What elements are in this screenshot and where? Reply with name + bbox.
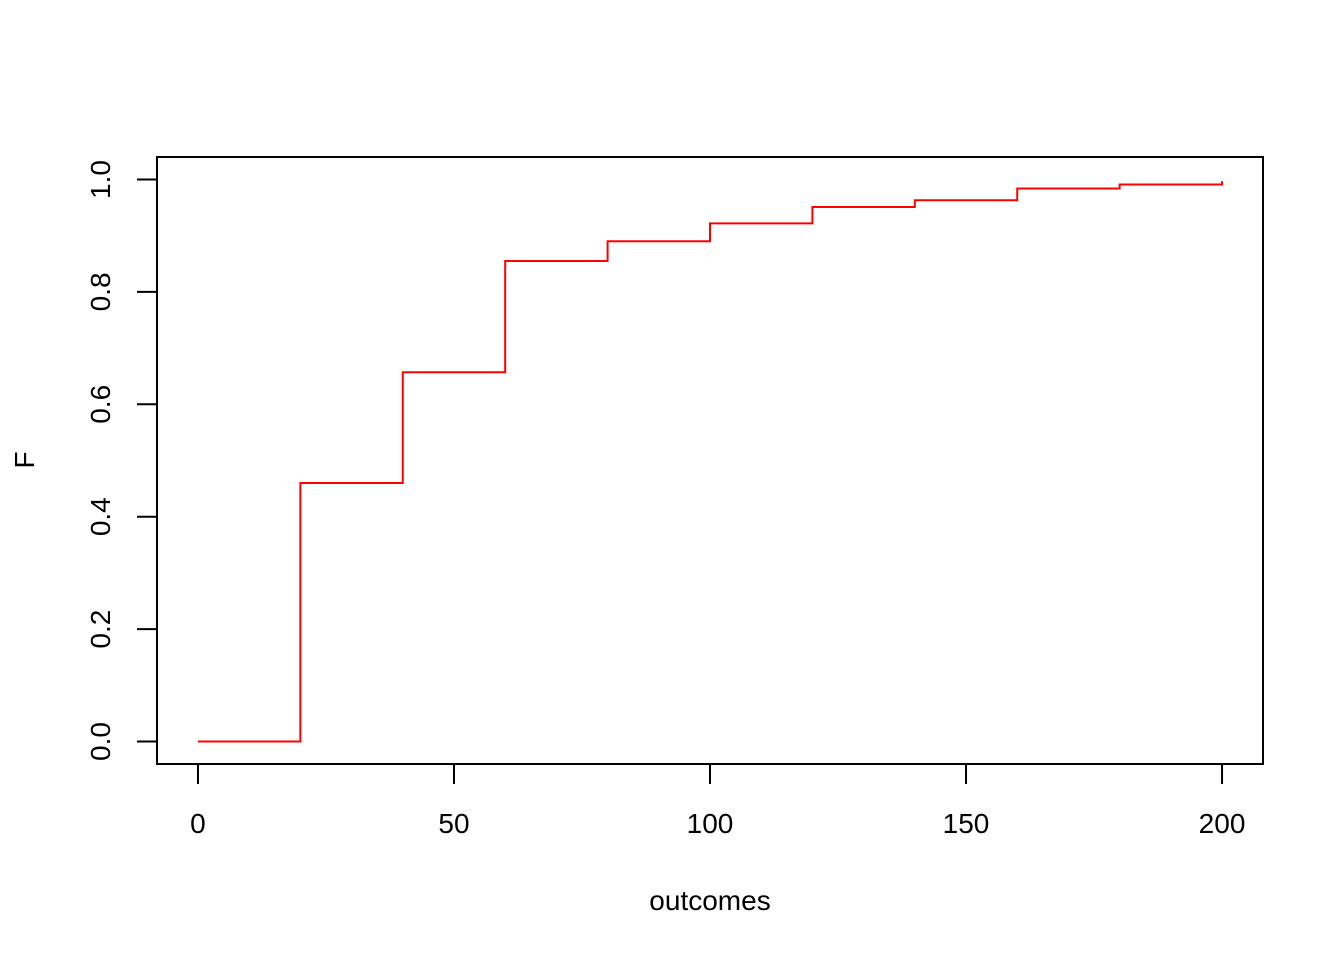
y-tick-label: 0.0: [85, 722, 116, 761]
y-tick-label: 1.0: [85, 160, 116, 199]
y-tick-label: 0.2: [85, 610, 116, 649]
x-tick-label: 100: [687, 808, 734, 839]
y-tick-label: 0.8: [85, 272, 116, 311]
x-tick-label: 200: [1199, 808, 1246, 839]
x-axis: 0 50 100 150 200: [190, 763, 1246, 839]
y-axis: 0.0 0.2 0.4 0.6 0.8 1.0: [85, 160, 158, 761]
plot-frame: [156, 156, 1264, 765]
x-tick-label: 0: [190, 808, 206, 839]
series-line-step: [197, 181, 1224, 743]
x-tick-label: 150: [943, 808, 990, 839]
x-axis-label: outcomes: [649, 885, 770, 916]
y-tick-label: 0.6: [85, 385, 116, 424]
y-axis-label: F: [9, 451, 40, 468]
y-tick-label: 0.4: [85, 497, 116, 536]
x-tick-label: 50: [438, 808, 469, 839]
